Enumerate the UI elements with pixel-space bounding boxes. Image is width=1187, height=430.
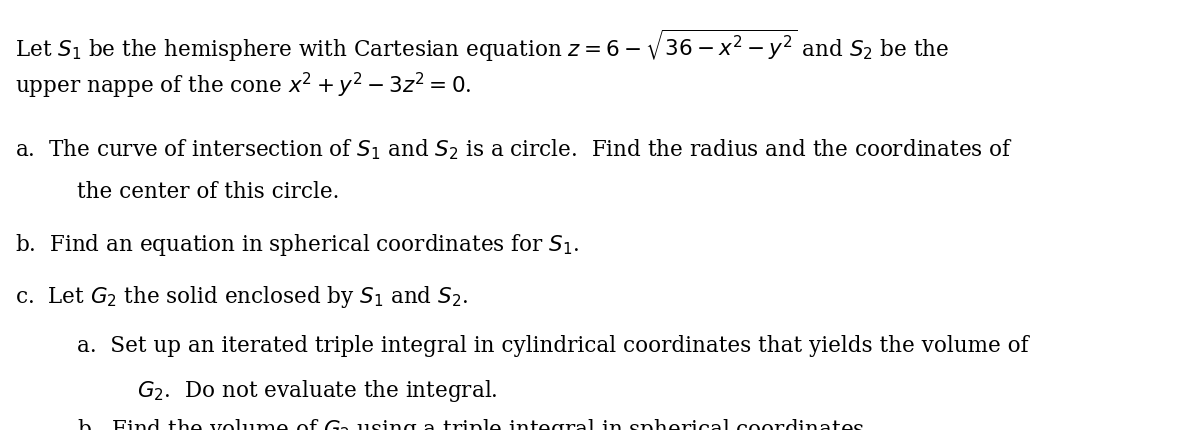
Text: c.  Let $G_2$ the solid enclosed by $S_1$ and $S_2$.: c. Let $G_2$ the solid enclosed by $S_1$… — [15, 284, 469, 310]
Text: b.  Find an equation in spherical coordinates for $S_1$.: b. Find an equation in spherical coordin… — [15, 232, 579, 258]
Text: the center of this circle.: the center of this circle. — [77, 181, 339, 203]
Text: a.  Set up an iterated triple integral in cylindrical coordinates that yields th: a. Set up an iterated triple integral in… — [77, 335, 1029, 357]
Text: a.  The curve of intersection of $S_1$ and $S_2$ is a circle.  Find the radius a: a. The curve of intersection of $S_1$ an… — [15, 138, 1014, 162]
Text: b.  Find the volume of $G_2$ using a triple integral in spherical coordinates.: b. Find the volume of $G_2$ using a trip… — [77, 417, 871, 430]
Text: upper nappe of the cone $x^2 + y^2 - 3z^2 = 0$.: upper nappe of the cone $x^2 + y^2 - 3z^… — [15, 71, 472, 101]
Text: $G_2$.  Do not evaluate the integral.: $G_2$. Do not evaluate the integral. — [137, 378, 497, 404]
Text: Let $S_1$ be the hemisphere with Cartesian equation $z = 6 - \sqrt{36 - x^2 - y^: Let $S_1$ be the hemisphere with Cartesi… — [15, 28, 950, 64]
